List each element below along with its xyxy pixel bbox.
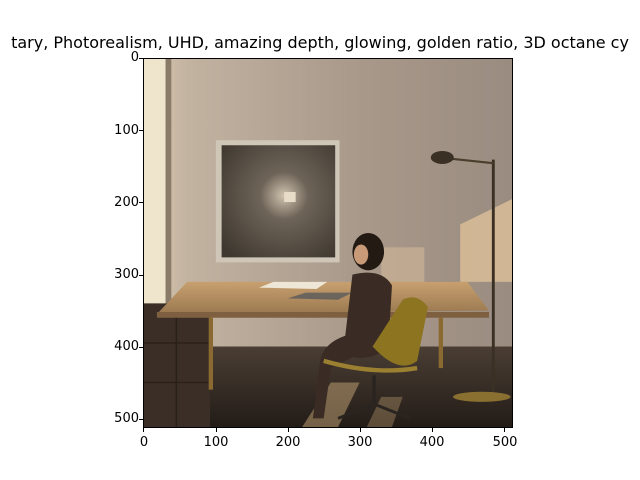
- y-tick-label-100: 100: [114, 124, 139, 138]
- y-tick-mark: [139, 419, 143, 420]
- x-tick-mark: [360, 428, 361, 432]
- y-tick-mark: [139, 202, 143, 203]
- desk-leg: [209, 318, 213, 390]
- x-tick-label-400: 400: [420, 436, 445, 450]
- y-tick-mark: [139, 275, 143, 276]
- y-tick-label-500: 500: [114, 412, 139, 426]
- image-axes: [143, 58, 513, 428]
- wall-art: [222, 145, 336, 257]
- x-tick-label-300: 300: [348, 436, 373, 450]
- x-tick-label-500: 500: [493, 436, 518, 450]
- y-tick-label-0: 0: [131, 51, 139, 65]
- x-tick-mark: [432, 428, 433, 432]
- y-tick-mark: [139, 347, 143, 348]
- y-tick-label-400: 400: [114, 340, 139, 354]
- x-tick-label-0: 0: [140, 436, 148, 450]
- x-tick-mark: [216, 428, 217, 432]
- x-tick-mark: [504, 428, 505, 432]
- x-tick-mark: [143, 428, 144, 432]
- x-tick-label-100: 100: [204, 436, 229, 450]
- floor-lamp-pole: [492, 160, 495, 397]
- x-tick-label-200: 200: [276, 436, 301, 450]
- y-tick-mark: [139, 58, 143, 59]
- photo-illustration: [144, 59, 512, 427]
- y-tick-label-300: 300: [114, 268, 139, 282]
- x-tick-mark: [288, 428, 289, 432]
- figure-title: tary, Photorealism, UHD, amazing depth, …: [11, 33, 629, 53]
- lamp-head: [431, 151, 454, 164]
- y-tick-mark: [139, 130, 143, 131]
- y-tick-label-200: 200: [114, 196, 139, 210]
